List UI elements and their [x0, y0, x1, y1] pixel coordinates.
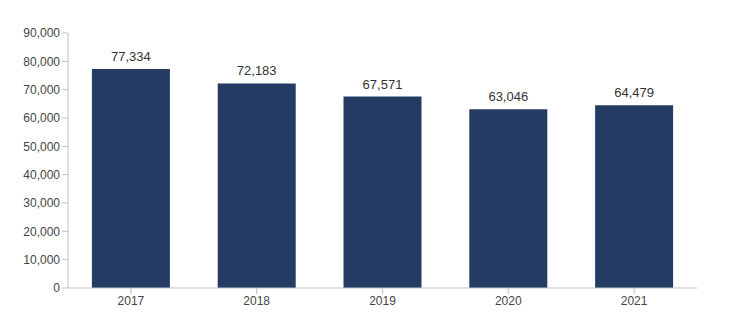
svg-text:20,000: 20,000: [23, 225, 60, 239]
svg-text:67,571: 67,571: [363, 77, 403, 92]
svg-text:30,000: 30,000: [23, 196, 60, 210]
svg-text:60,000: 60,000: [23, 111, 60, 125]
svg-text:50,000: 50,000: [23, 140, 60, 154]
svg-text:2017: 2017: [118, 294, 145, 308]
svg-text:0: 0: [53, 281, 60, 295]
svg-text:10,000: 10,000: [23, 253, 60, 267]
svg-text:40,000: 40,000: [23, 168, 60, 182]
svg-text:2021: 2021: [621, 294, 648, 308]
svg-text:64,479: 64,479: [614, 85, 654, 100]
svg-text:2018: 2018: [243, 294, 270, 308]
svg-text:2020: 2020: [495, 294, 522, 308]
svg-text:63,046: 63,046: [488, 89, 528, 104]
svg-text:77,334: 77,334: [111, 49, 151, 64]
svg-text:70,000: 70,000: [23, 83, 60, 97]
svg-text:2019: 2019: [369, 294, 396, 308]
svg-text:90,000: 90,000: [23, 26, 60, 40]
svg-text:72,183: 72,183: [237, 63, 277, 78]
svg-text:80,000: 80,000: [23, 55, 60, 69]
